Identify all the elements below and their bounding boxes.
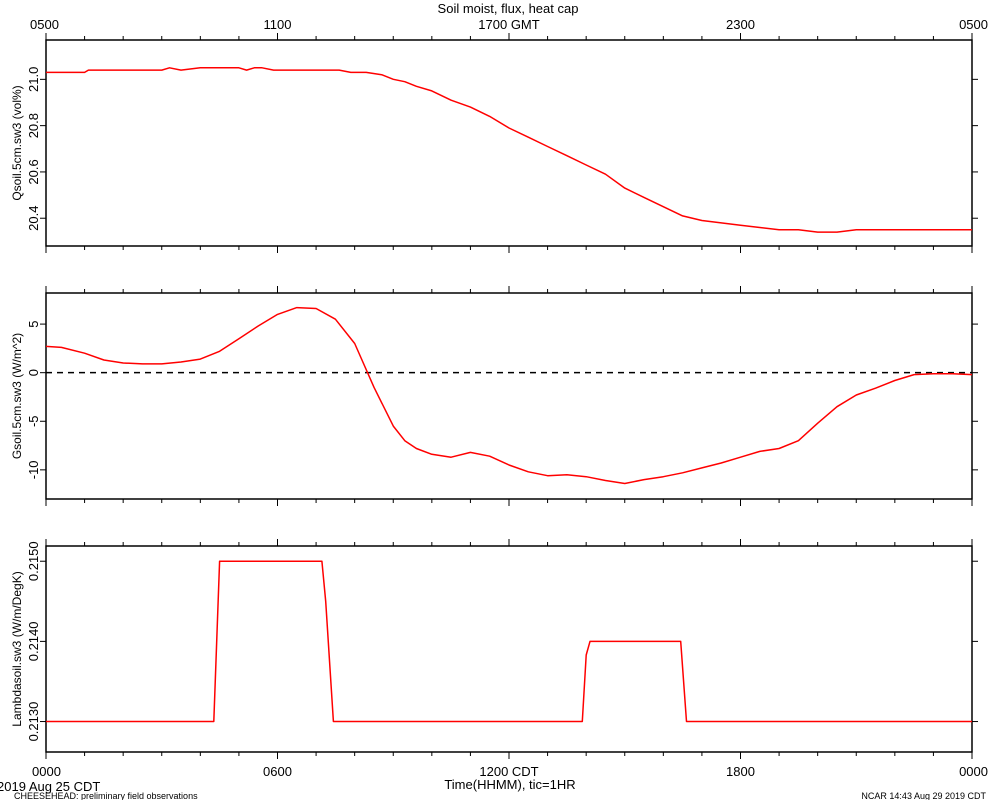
bottom-tick-label: 0000 xyxy=(959,764,988,779)
footer-stamp: NCAR 14:43 Aug 29 2019 CDT xyxy=(861,791,986,800)
bottom-tick-label: 0000 xyxy=(32,764,61,779)
top-tick-label: 1700 GMT xyxy=(478,17,539,32)
footer-date: 2019 Aug 25 CDT xyxy=(0,779,100,794)
y-tick-label: 20.6 xyxy=(26,159,41,184)
y-tick-label: 0 xyxy=(26,369,41,376)
y-tick-label: 20.4 xyxy=(26,206,41,231)
top-tick-label: 0500 xyxy=(30,17,59,32)
y-axis-label: Qsoil.5cm.sw3 (vol%) xyxy=(10,85,24,200)
bottom-tick-label: 1800 xyxy=(726,764,755,779)
x-axis-label: Time(HHMM), tic=1HR xyxy=(444,777,575,792)
y-axis-label: Gsoil.5cm.sw3 (W/m^2) xyxy=(10,333,24,459)
bottom-tick-label: 0600 xyxy=(263,764,292,779)
y-tick-label: 20.8 xyxy=(26,113,41,138)
top-tick-label: 0500 xyxy=(959,17,988,32)
plot-frame xyxy=(45,39,973,247)
top-tick-label: 1100 xyxy=(264,17,292,32)
series-line xyxy=(46,67,972,233)
footer-note: CHEESEHEAD: preliminary field observatio… xyxy=(14,791,198,800)
bottom-tick-label: 1200 CDT xyxy=(479,764,538,779)
top-axis-tick-labels: 0500 1100 1700 GMT 2300 0500 xyxy=(30,17,988,32)
y-axis-label: Lambdasoil.sw3 (W/m/DegK) xyxy=(10,571,24,726)
chart-title: Soil moist, flux, heat cap xyxy=(438,1,579,16)
bottom-axis-tick-labels: 0000 0600 1200 CDT 1800 0000 xyxy=(32,764,988,779)
y-tick-label: 0.2130 xyxy=(26,702,41,742)
y-tick-label: -10 xyxy=(26,460,41,479)
y-tick-label: 0.2140 xyxy=(26,622,41,662)
y-tick-label: 0.2150 xyxy=(26,541,41,581)
series-line xyxy=(46,560,972,723)
y-tick-label: 21.0 xyxy=(26,67,41,92)
y-tick-label: 5 xyxy=(26,320,41,327)
plot-frame xyxy=(45,292,973,500)
top-tick-label: 2300 xyxy=(726,17,755,32)
series-line xyxy=(45,306,973,485)
y-tick-label: -5 xyxy=(26,415,41,427)
